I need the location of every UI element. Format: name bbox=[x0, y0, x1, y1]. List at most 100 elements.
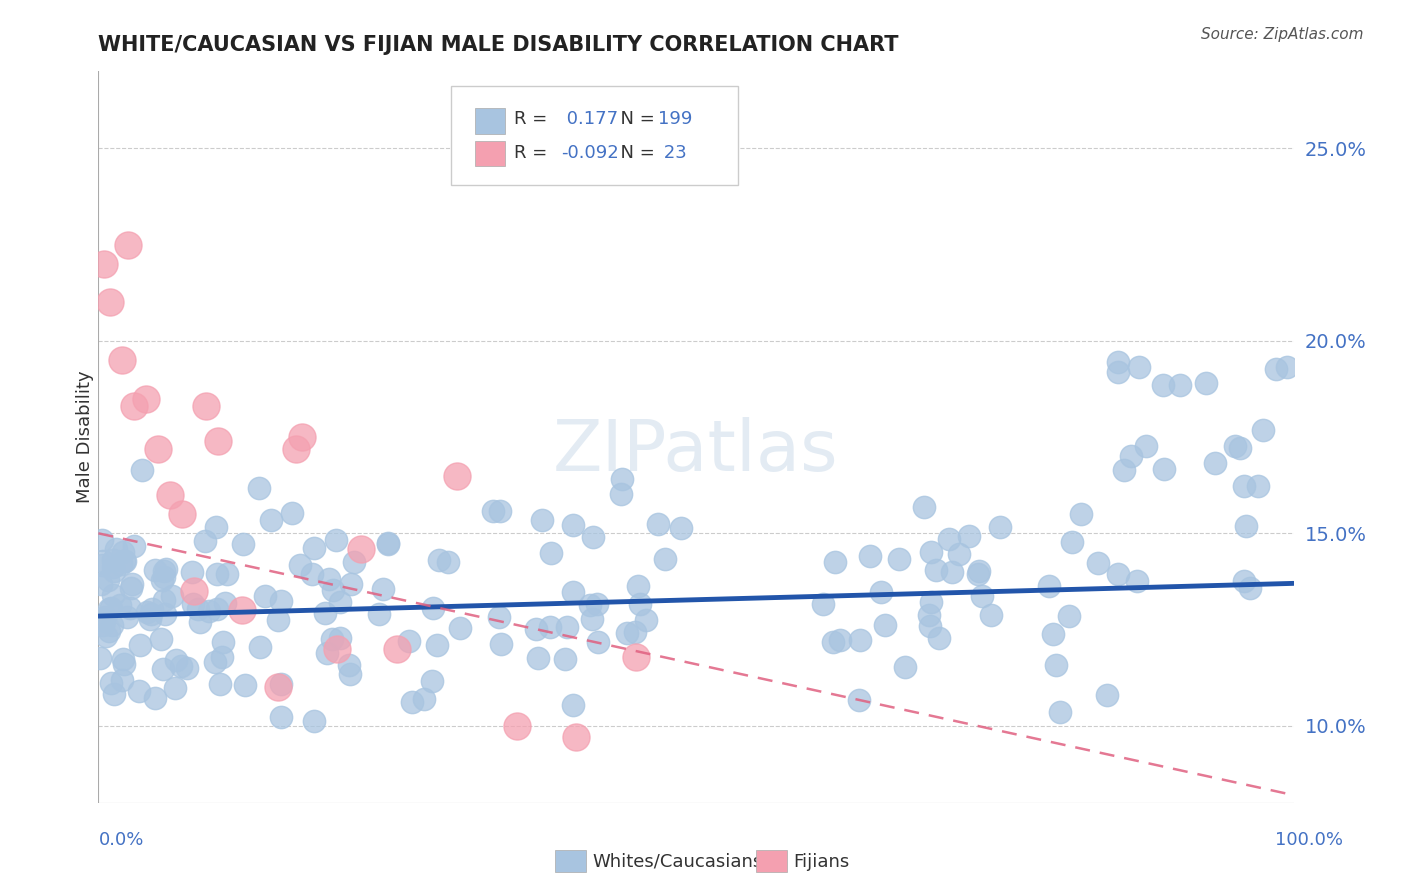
Point bbox=[112, 652, 135, 666]
Point bbox=[557, 620, 579, 634]
Point bbox=[165, 653, 187, 667]
Point bbox=[101, 560, 124, 574]
Point bbox=[1119, 449, 1142, 463]
Point bbox=[131, 463, 153, 477]
Point bbox=[205, 566, 228, 581]
Point bbox=[150, 632, 173, 647]
Point bbox=[1128, 360, 1150, 375]
Point bbox=[1229, 441, 1251, 455]
Point bbox=[830, 632, 852, 647]
Text: 0.0%: 0.0% bbox=[98, 831, 143, 849]
Point bbox=[385, 641, 409, 656]
Point bbox=[111, 353, 134, 368]
Point bbox=[972, 589, 994, 603]
Point bbox=[398, 633, 420, 648]
Point bbox=[636, 613, 658, 627]
Point bbox=[420, 673, 443, 688]
Point bbox=[422, 600, 444, 615]
Point bbox=[823, 635, 845, 649]
Point bbox=[873, 617, 896, 632]
Point bbox=[155, 607, 177, 622]
Point bbox=[187, 602, 209, 616]
Point bbox=[449, 621, 471, 635]
Point bbox=[446, 468, 468, 483]
Point bbox=[337, 657, 360, 672]
Point bbox=[1087, 556, 1109, 570]
Point bbox=[120, 582, 142, 596]
Point bbox=[188, 615, 211, 629]
Point bbox=[489, 637, 512, 651]
Point bbox=[437, 555, 460, 569]
Point bbox=[524, 622, 547, 636]
Point bbox=[654, 552, 676, 566]
Point bbox=[412, 691, 434, 706]
Point bbox=[108, 598, 131, 612]
Point bbox=[211, 650, 233, 665]
Point bbox=[194, 534, 217, 549]
Text: R =: R = bbox=[515, 145, 554, 162]
Point bbox=[1233, 574, 1256, 588]
Point bbox=[270, 710, 292, 724]
Text: Source: ZipAtlas.com: Source: ZipAtlas.com bbox=[1201, 27, 1364, 42]
Point bbox=[928, 631, 950, 645]
Point bbox=[482, 504, 505, 518]
Point bbox=[207, 602, 229, 616]
Point bbox=[152, 593, 174, 607]
Point bbox=[920, 545, 942, 559]
Point bbox=[339, 667, 361, 681]
Point bbox=[284, 442, 307, 456]
Point bbox=[859, 549, 882, 563]
Point bbox=[561, 584, 583, 599]
Point bbox=[1264, 361, 1286, 376]
Point bbox=[98, 624, 121, 638]
FancyBboxPatch shape bbox=[451, 86, 738, 185]
Point bbox=[849, 633, 872, 648]
Point bbox=[326, 641, 349, 656]
Point bbox=[343, 555, 366, 569]
Point bbox=[181, 597, 204, 611]
Point bbox=[91, 554, 114, 568]
Point bbox=[329, 631, 352, 645]
Point bbox=[980, 608, 1002, 623]
Text: Whites/Caucasians: Whites/Caucasians bbox=[592, 853, 762, 871]
Point bbox=[215, 567, 238, 582]
Point bbox=[195, 399, 218, 413]
Point bbox=[197, 604, 219, 618]
Text: R =: R = bbox=[515, 110, 554, 128]
Point bbox=[214, 596, 236, 610]
Point bbox=[377, 536, 399, 550]
Point bbox=[553, 652, 575, 666]
Point bbox=[152, 662, 174, 676]
Point bbox=[101, 618, 124, 632]
Point bbox=[562, 517, 585, 532]
Point bbox=[624, 624, 647, 639]
Point bbox=[426, 638, 449, 652]
Text: Fijians: Fijians bbox=[793, 853, 849, 871]
Point bbox=[1168, 378, 1191, 392]
Point bbox=[148, 442, 170, 456]
Point bbox=[912, 500, 935, 514]
Point bbox=[579, 599, 602, 613]
Point bbox=[100, 601, 122, 615]
Point bbox=[122, 539, 145, 553]
Point bbox=[233, 678, 256, 692]
Point bbox=[1045, 658, 1067, 673]
Point bbox=[813, 598, 835, 612]
Point bbox=[150, 573, 173, 587]
Point bbox=[1107, 365, 1129, 379]
Point bbox=[612, 472, 634, 486]
Point bbox=[155, 562, 177, 576]
Point bbox=[1057, 608, 1080, 623]
Point bbox=[139, 607, 162, 622]
Point bbox=[1049, 705, 1071, 719]
Point bbox=[1135, 439, 1157, 453]
Point bbox=[112, 545, 135, 559]
Point bbox=[1112, 463, 1135, 477]
Point bbox=[141, 602, 163, 616]
Point bbox=[291, 430, 314, 444]
Point bbox=[93, 613, 115, 627]
Point bbox=[1038, 578, 1060, 592]
Point bbox=[124, 399, 146, 413]
Point bbox=[111, 673, 134, 687]
Point bbox=[488, 610, 510, 624]
